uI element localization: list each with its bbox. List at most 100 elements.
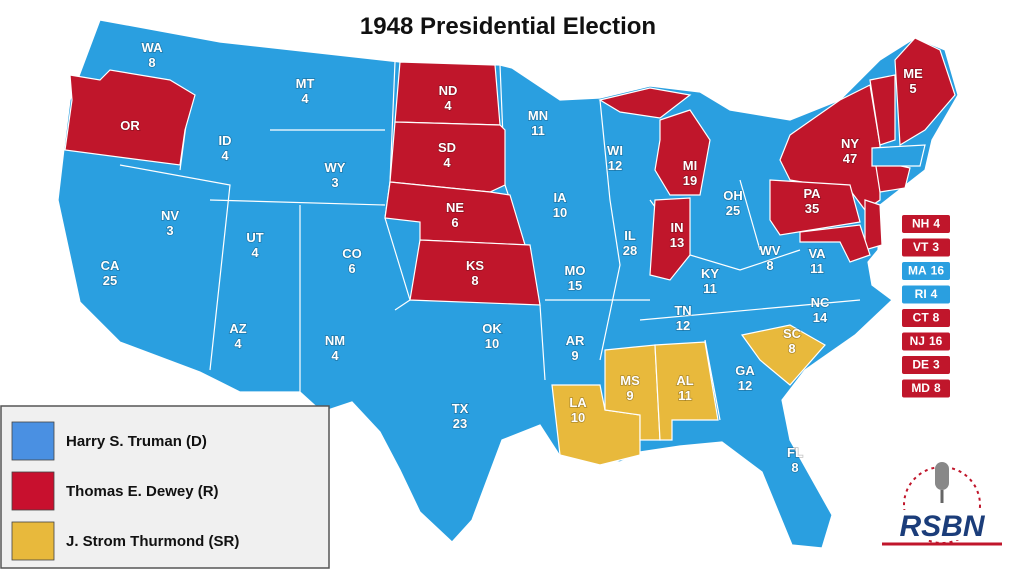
state-box-abbr: RI bbox=[915, 287, 927, 301]
state-box-votes: 3 bbox=[933, 358, 940, 372]
legend-label: J. Strom Thurmond (SR) bbox=[66, 533, 239, 550]
state-box-abbr: NJ bbox=[910, 334, 925, 348]
state-votes: 10 bbox=[485, 336, 499, 351]
state-abbr: TN bbox=[674, 303, 691, 318]
state-abbr: MN bbox=[528, 108, 548, 123]
state-border bbox=[739, 179, 761, 251]
state-abbr: WA bbox=[142, 40, 164, 55]
state-abbr: IL bbox=[624, 228, 636, 243]
state-shape bbox=[869, 74, 896, 146]
state-abbr: WI bbox=[607, 143, 623, 158]
state-votes: 25 bbox=[726, 203, 740, 218]
state-votes: 4 bbox=[251, 245, 259, 260]
state-box-label: MA 16 bbox=[908, 264, 944, 278]
state-votes: 3 bbox=[166, 223, 173, 238]
state-shape bbox=[799, 224, 871, 263]
state-box bbox=[902, 215, 950, 233]
state-box-abbr: MA bbox=[908, 264, 927, 278]
state-border bbox=[639, 299, 861, 321]
state-votes: 10 bbox=[553, 205, 567, 220]
state-votes: 9 bbox=[571, 348, 578, 363]
state-abbr: AZ bbox=[229, 321, 246, 336]
legend-swatch bbox=[11, 521, 55, 561]
state-box-votes: 16 bbox=[929, 334, 943, 348]
state-votes: 12 bbox=[738, 378, 752, 393]
state-box bbox=[902, 238, 950, 257]
state-abbr: ID bbox=[219, 133, 232, 148]
legend-box bbox=[0, 405, 330, 569]
map-title: 1948 Presidential Election bbox=[360, 13, 656, 40]
state-abbr: MT bbox=[296, 76, 315, 91]
state-box-label: CT 8 bbox=[913, 311, 940, 325]
state-votes: 12 bbox=[676, 318, 690, 333]
state-abbr: IN bbox=[671, 220, 684, 235]
state-box-label: DE 3 bbox=[912, 358, 940, 372]
state-votes: 9 bbox=[626, 388, 633, 403]
state-border bbox=[209, 199, 386, 206]
state-votes: 5 bbox=[909, 81, 916, 96]
state-box-votes: 8 bbox=[933, 311, 940, 325]
state-abbr: NV bbox=[161, 208, 179, 223]
legend-swatch bbox=[11, 471, 55, 511]
state-abbr: SD bbox=[438, 140, 456, 155]
state-abbr: MS bbox=[620, 373, 640, 388]
state-votes: 28 bbox=[623, 243, 637, 258]
state-votes: 23 bbox=[453, 416, 467, 431]
state-shape bbox=[598, 87, 692, 119]
state-votes: 11 bbox=[678, 388, 692, 403]
state-abbr: GA bbox=[735, 363, 755, 378]
state-votes: 14 bbox=[813, 310, 828, 325]
state-box bbox=[902, 379, 950, 398]
state-border bbox=[704, 339, 721, 421]
state-votes: 6 bbox=[348, 261, 355, 276]
state-votes: 8 bbox=[471, 273, 478, 288]
state-abbr: KY bbox=[701, 266, 719, 281]
state-shape bbox=[649, 197, 691, 281]
state-shape bbox=[894, 37, 956, 147]
state-votes: 4 bbox=[331, 348, 339, 363]
state-abbr: MI bbox=[683, 158, 697, 173]
state-abbr: FL bbox=[787, 445, 803, 460]
state-box-votes: 16 bbox=[931, 264, 945, 278]
state-votes: 8 bbox=[788, 341, 795, 356]
state-abbr: IA bbox=[554, 190, 568, 205]
state-abbr: UT bbox=[246, 230, 263, 245]
state-votes: 4 bbox=[443, 155, 451, 170]
state-votes: 10 bbox=[571, 410, 585, 425]
state-box-label: NJ 16 bbox=[910, 334, 943, 348]
state-abbr: NY bbox=[841, 136, 859, 151]
state-votes: 35 bbox=[805, 201, 819, 216]
state-votes: 3 bbox=[331, 175, 338, 190]
legend-swatch bbox=[11, 421, 55, 461]
state-box-abbr: NH bbox=[912, 217, 929, 231]
state-votes: 47 bbox=[843, 151, 857, 166]
state-votes: 15 bbox=[568, 278, 582, 293]
state-shape bbox=[654, 341, 719, 441]
legend-label: Harry S. Truman (D) bbox=[66, 433, 207, 450]
state-abbr: TX bbox=[452, 401, 469, 416]
state-box bbox=[902, 309, 950, 327]
state-shape bbox=[740, 324, 826, 386]
state-box-abbr: CT bbox=[913, 311, 930, 325]
state-votes: 13 bbox=[670, 235, 684, 250]
state-votes: 11 bbox=[703, 281, 717, 296]
state-shape bbox=[409, 239, 541, 306]
state-shape bbox=[64, 69, 196, 166]
state-box-votes: 4 bbox=[931, 287, 938, 301]
state-box-abbr: MD bbox=[911, 381, 930, 395]
state-box bbox=[902, 285, 950, 304]
state-votes: 4 bbox=[301, 91, 309, 106]
state-box-abbr: VT bbox=[913, 240, 929, 254]
state-box bbox=[902, 262, 950, 280]
state-abbr: OR bbox=[120, 118, 140, 133]
state-votes: 11 bbox=[531, 123, 545, 138]
state-abbr: WY bbox=[325, 160, 346, 175]
logo-text: RSBN bbox=[899, 510, 985, 543]
state-box-votes: 4 bbox=[933, 217, 940, 231]
state-abbr: NC bbox=[811, 295, 830, 310]
state-box-label: VT 3 bbox=[913, 240, 939, 254]
state-abbr: AL bbox=[676, 373, 693, 388]
state-box-label: NH 4 bbox=[912, 217, 940, 231]
state-abbr: NE bbox=[446, 200, 464, 215]
